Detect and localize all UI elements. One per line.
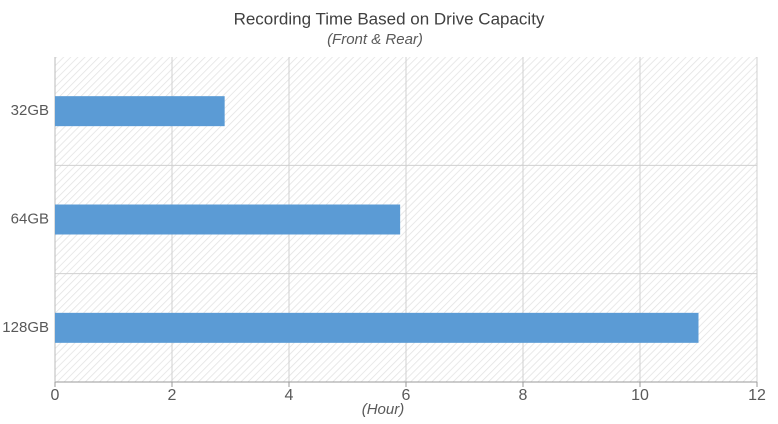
x-tick-label: 10	[631, 387, 649, 404]
chart-title: Recording Time Based on Drive Capacity	[234, 9, 545, 28]
x-tick-label: 12	[748, 387, 766, 404]
bar	[55, 204, 401, 235]
x-axis-title: (Hour)	[362, 401, 405, 418]
x-tick-label: 6	[402, 387, 411, 404]
bar	[55, 96, 225, 127]
bar	[55, 312, 699, 343]
x-tick-label: 2	[168, 387, 177, 404]
x-tick-label: 0	[51, 387, 60, 404]
x-tick-label: 4	[285, 387, 294, 404]
y-tick-label: 32GB	[11, 102, 49, 119]
chart-subtitle: (Front & Rear)	[327, 31, 423, 48]
y-tick-label: 64GB	[11, 210, 49, 227]
y-tick-label: 128GB	[2, 319, 49, 336]
x-tick-label: 8	[519, 387, 528, 404]
